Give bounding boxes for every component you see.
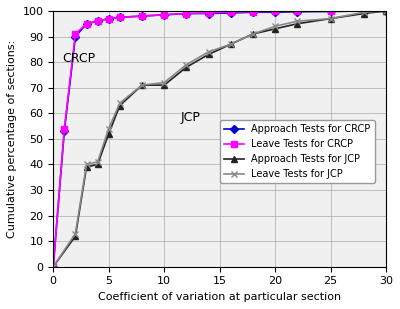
Leave Tests for JCP [228, 42, 233, 46]
Leave Tests for CRCP [295, 9, 300, 13]
Leave Tests for JCP [51, 265, 56, 269]
Leave Tests for CRCP [95, 19, 100, 23]
Leave Tests for CRCP [84, 22, 89, 26]
Approach Tests for JCP [162, 83, 166, 87]
Leave Tests for CRCP [384, 9, 388, 13]
Leave Tests for JCP [117, 101, 122, 105]
Leave Tests for JCP [250, 32, 255, 36]
Approach Tests for CRCP [95, 19, 100, 23]
Approach Tests for CRCP [117, 15, 122, 19]
Legend: Approach Tests for CRCP, Leave Tests for CRCP, Approach Tests for JCP, Leave Tes: Approach Tests for CRCP, Leave Tests for… [220, 121, 374, 183]
Leave Tests for JCP [106, 127, 111, 130]
Leave Tests for JCP [184, 63, 189, 66]
Approach Tests for CRCP [106, 17, 111, 20]
Approach Tests for CRCP [228, 11, 233, 15]
Leave Tests for CRCP [273, 10, 278, 13]
Approach Tests for JCP [140, 83, 144, 87]
Leave Tests for CRCP [117, 15, 122, 19]
Leave Tests for JCP [384, 9, 388, 13]
Leave Tests for CRCP [62, 127, 67, 130]
Leave Tests for JCP [273, 24, 278, 28]
Leave Tests for JCP [140, 83, 144, 87]
Leave Tests for JCP [206, 50, 211, 54]
Approach Tests for CRCP [273, 11, 278, 14]
Leave Tests for JCP [362, 11, 366, 14]
Approach Tests for JCP [362, 12, 366, 15]
Leave Tests for CRCP [328, 9, 333, 13]
Leave Tests for CRCP [162, 13, 166, 17]
Approach Tests for CRCP [206, 12, 211, 15]
Approach Tests for CRCP [162, 13, 166, 17]
Leave Tests for CRCP [140, 14, 144, 18]
Line: Approach Tests for JCP: Approach Tests for JCP [50, 7, 390, 270]
Approach Tests for CRCP [73, 35, 78, 38]
Approach Tests for CRCP [295, 10, 300, 14]
Approach Tests for CRCP [328, 10, 333, 13]
Line: Leave Tests for JCP: Leave Tests for JCP [50, 7, 390, 270]
Approach Tests for JCP [228, 42, 233, 46]
Approach Tests for JCP [73, 234, 78, 238]
Approach Tests for CRCP [250, 11, 255, 14]
Approach Tests for JCP [84, 165, 89, 169]
Approach Tests for JCP [384, 9, 388, 13]
Text: CRCP: CRCP [62, 52, 95, 65]
Text: JCP: JCP [181, 111, 201, 124]
Approach Tests for CRCP [140, 14, 144, 18]
Approach Tests for CRCP [51, 265, 56, 269]
X-axis label: Coefficient of variation at particular section: Coefficient of variation at particular s… [98, 292, 341, 302]
Leave Tests for JCP [95, 160, 100, 164]
Approach Tests for CRCP [62, 129, 67, 133]
Approach Tests for JCP [95, 163, 100, 166]
Line: Approach Tests for CRCP: Approach Tests for CRCP [50, 8, 389, 269]
Approach Tests for JCP [51, 265, 56, 269]
Approach Tests for JCP [328, 17, 333, 20]
Leave Tests for JCP [295, 19, 300, 23]
Leave Tests for JCP [84, 163, 89, 166]
Leave Tests for CRCP [106, 17, 111, 20]
Approach Tests for JCP [106, 132, 111, 136]
Y-axis label: Cumulative percentage of sections:: Cumulative percentage of sections: [7, 40, 17, 238]
Leave Tests for JCP [73, 232, 78, 235]
Leave Tests for JCP [162, 81, 166, 84]
Leave Tests for JCP [328, 17, 333, 20]
Approach Tests for CRCP [384, 9, 388, 13]
Leave Tests for CRCP [73, 32, 78, 36]
Leave Tests for CRCP [362, 9, 366, 13]
Approach Tests for CRCP [84, 22, 89, 26]
Leave Tests for CRCP [51, 265, 56, 269]
Leave Tests for CRCP [184, 12, 189, 15]
Approach Tests for JCP [250, 32, 255, 36]
Leave Tests for CRCP [228, 11, 233, 14]
Line: Leave Tests for CRCP: Leave Tests for CRCP [50, 8, 389, 269]
Approach Tests for CRCP [362, 9, 366, 13]
Leave Tests for CRCP [250, 10, 255, 14]
Leave Tests for CRCP [206, 11, 211, 15]
Approach Tests for JCP [117, 104, 122, 108]
Approach Tests for CRCP [184, 12, 189, 15]
Approach Tests for JCP [295, 22, 300, 26]
Approach Tests for JCP [206, 53, 211, 56]
Approach Tests for JCP [184, 66, 189, 69]
Approach Tests for JCP [273, 27, 278, 31]
